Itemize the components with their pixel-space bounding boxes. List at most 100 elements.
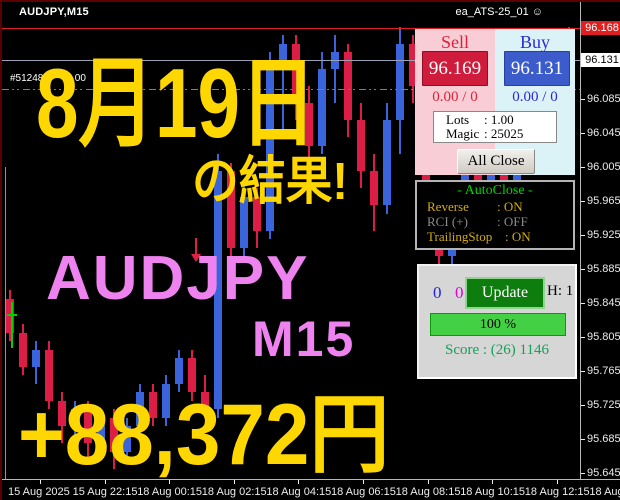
- autoclose-row-reverse[interactable]: Reverse: ON: [417, 199, 573, 214]
- buy-price-button[interactable]: 96.131: [504, 51, 570, 86]
- trade-ticket-label: #512485 .00: [10, 73, 86, 84]
- price-tick-mark: [581, 269, 585, 270]
- update-button[interactable]: Update: [465, 277, 545, 309]
- price-tick-label: 96.085: [587, 93, 620, 105]
- update-panel: 0 0 Update H: 1 100 % Score : (26) 1146: [417, 264, 577, 379]
- candle-body: [149, 392, 157, 418]
- price-tick-label: 95.925: [587, 229, 620, 241]
- lots-label: Lots: [446, 112, 470, 127]
- price-tick-mark: [581, 201, 585, 202]
- price-tick-mark: [581, 99, 585, 100]
- ea-name-label: ea_ATS-25_01 ☺: [455, 6, 543, 18]
- candle-body: [58, 401, 66, 426]
- time-tick-label: 18 Aug 06:15: [331, 486, 396, 498]
- autoclose-row-trailingstop[interactable]: TrailingStop : ON: [417, 229, 573, 244]
- ask-price-box: 96.168: [581, 21, 620, 35]
- time-tick-mark: [363, 480, 364, 484]
- lots-value: : 1.00: [484, 112, 514, 127]
- candle-body: [409, 44, 417, 86]
- bid-price-box: 96.131: [581, 53, 620, 67]
- time-tick-mark: [298, 480, 300, 484]
- all-close-button[interactable]: All Close: [457, 149, 535, 174]
- time-tick-label: 15 Aug 22:15: [72, 486, 138, 498]
- overlay-profit-text: +88,372円: [18, 387, 390, 483]
- price-tick-label: 95.725: [587, 399, 620, 411]
- candle-body: [162, 384, 170, 418]
- trade-ticket-suffix: .00: [72, 73, 86, 84]
- price-tick-label: 95.965: [587, 195, 620, 207]
- price-tick-mark: [581, 371, 585, 372]
- candle-body: [97, 418, 105, 443]
- buy-label: Buy: [519, 32, 550, 52]
- candle-body: [266, 69, 274, 231]
- price-tick-label: 95.845: [587, 297, 620, 309]
- price-tick-mark: [581, 133, 585, 134]
- autoclose-row-label: TrailingStop: [427, 229, 493, 244]
- sell-price-button[interactable]: 96.169: [422, 51, 488, 86]
- time-tick-mark: [104, 480, 106, 484]
- time-tick-mark: [169, 480, 171, 484]
- chart-symbol-title: AUDJPY,M15: [19, 6, 89, 18]
- h-value-label: H: 1: [547, 283, 574, 299]
- candle-wick: [282, 35, 284, 129]
- overlay-result-text: の結果!: [192, 153, 348, 211]
- candle-body: [175, 358, 183, 384]
- buy-count-value: 0: [433, 283, 442, 302]
- candle-body: [6, 299, 14, 333]
- candle-body: [370, 171, 378, 205]
- price-tick-label: 95.885: [587, 263, 620, 275]
- price-tick-mark: [581, 439, 585, 440]
- candle-body: [19, 333, 27, 367]
- time-tick-label: 18 Aug 12:15: [524, 486, 590, 498]
- price-tick-mark: [581, 235, 585, 236]
- time-tick-mark: [492, 480, 494, 484]
- buy-entry-marker-cross: [7, 314, 17, 316]
- candle-body: [32, 350, 40, 367]
- time-tick-label: 18 Aug 02:15: [201, 486, 267, 498]
- buy-stats: 0.00 / 0: [512, 89, 558, 105]
- time-tick-label: 18 Aug 10:15: [460, 486, 526, 498]
- price-tick-label: 95.685: [587, 433, 620, 445]
- magic-label: Magic: [446, 126, 480, 141]
- progress-bar: 100 %: [430, 313, 566, 336]
- time-tick-label: 15 Aug 2025: [8, 486, 70, 498]
- candle-body: [188, 358, 196, 392]
- autoclose-row-label: Reverse: [427, 199, 469, 214]
- time-tick-mark: [40, 480, 41, 484]
- sell-stats: 0.00 / 0: [432, 89, 478, 105]
- price-tick-label: 96.005: [587, 161, 620, 173]
- time-tick-mark: [233, 480, 235, 484]
- time-tick-label: 18 Aug 00:15: [137, 486, 203, 498]
- autoclose-row-rci[interactable]: RCI (+): OFF: [417, 214, 573, 229]
- price-tick-label: 96.045: [587, 127, 620, 139]
- overlay-timeframe-text: M15: [252, 311, 356, 367]
- autoclose-row-label: RCI (+): [427, 214, 468, 229]
- time-tick-mark: [427, 480, 429, 484]
- trade-panel: Sell Buy 96.169 96.131 0.00 / 0 0.00 / 0…: [415, 29, 575, 175]
- autoclose-panel: - AutoClose - Reverse: ON RCI (+): OFF Tra…: [415, 180, 575, 250]
- ask-price-line: [2, 28, 580, 29]
- time-tick-label: 18 Aug 08:15: [395, 486, 461, 498]
- time-tick-label: 18 Aug 04:15: [266, 486, 332, 498]
- candle-body: [214, 171, 222, 409]
- candle-body: [357, 120, 365, 171]
- candle-body: [240, 197, 248, 248]
- candle-wick: [334, 35, 336, 103]
- sell-count-value: 0: [455, 283, 464, 302]
- candle-body: [84, 409, 92, 443]
- sell-arrow-stem: [195, 238, 197, 254]
- candle-body: [279, 44, 287, 69]
- price-tick-label: 95.765: [587, 365, 620, 377]
- time-tick-mark: [556, 480, 558, 484]
- candle-body: [292, 44, 300, 103]
- price-tick-mark: [581, 303, 585, 304]
- candle-body: [305, 103, 313, 146]
- bid-price-line: [2, 60, 580, 61]
- autoclose-row-value: : ON: [505, 229, 531, 244]
- candle-body: [396, 44, 404, 120]
- candle-body: [383, 120, 391, 205]
- overlay-date-text: 8月19日: [36, 48, 317, 158]
- autoclose-title: - AutoClose -: [457, 183, 533, 198]
- price-tick-mark: [581, 337, 585, 338]
